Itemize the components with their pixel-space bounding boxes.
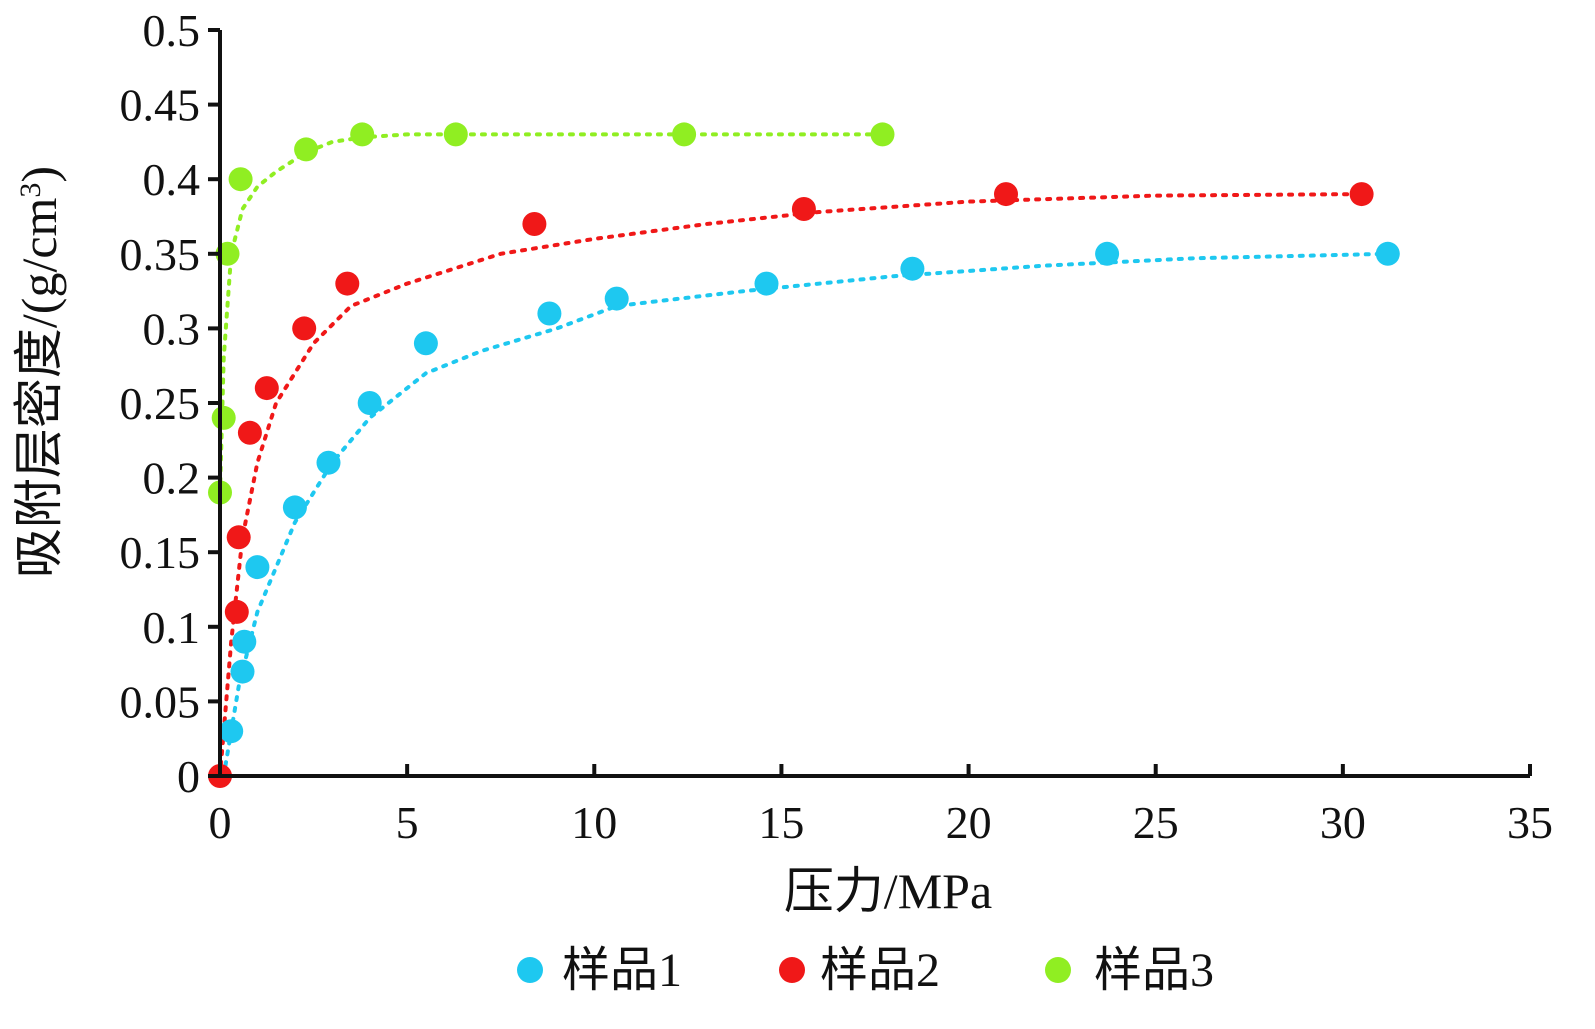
data-point-series-2: [335, 271, 360, 296]
x-ticks: 0 5 10 15 20 25 30 35: [209, 764, 1553, 848]
data-point-series-1: [230, 659, 255, 684]
legend-label-series-3: 样品3: [1094, 944, 1214, 997]
data-point-series-2: [226, 525, 251, 550]
y-axis-title-superscript: 3: [14, 183, 47, 198]
y-tick-label: 0.05: [120, 676, 201, 727]
data-point-series-3: [294, 137, 319, 162]
fit-curve-series-2: [218, 192, 1364, 778]
data-point-series-1: [754, 271, 779, 296]
x-tick-label: 30: [1320, 797, 1366, 848]
y-tick-label: 0.35: [120, 229, 201, 280]
data-point-series-1: [537, 301, 562, 326]
data-point-series-2: [237, 420, 262, 445]
legend-label-series-1: 样品1: [562, 944, 682, 997]
legend-marker-series-3: [1045, 957, 1071, 983]
data-point-series-1: [282, 495, 307, 520]
data-point-series-2: [791, 197, 816, 221]
y-tick-label: 0.15: [120, 527, 201, 578]
fit-curves: [218, 132, 1390, 778]
data-point-series-1: [1095, 241, 1120, 266]
y-tick-label: 0.45: [120, 80, 201, 131]
fit-curve-series-1: [221, 251, 1390, 778]
data-point-series-1: [413, 331, 438, 356]
y-tick-label: 0.1: [143, 602, 201, 653]
data-point-series-1: [245, 555, 270, 580]
data-point-series-3: [350, 122, 375, 147]
data-point-series-1: [357, 391, 382, 415]
y-tick-label: 0.4: [143, 154, 201, 205]
y-axis-title: 吸附层密度/(g/cm3): [11, 166, 67, 578]
data-point-series-1: [316, 450, 341, 475]
x-tick-label: 15: [758, 797, 804, 848]
data-point-series-2: [994, 182, 1018, 207]
data-point-series-3: [228, 167, 253, 192]
legend: 样品1 样品2 样品3: [517, 944, 1214, 997]
data-point-series-2: [224, 599, 249, 624]
data-point-series-3: [443, 122, 468, 147]
data-point-series-1: [232, 629, 257, 654]
y-tick-label: 0.3: [143, 303, 201, 354]
data-point-series-2: [522, 212, 547, 236]
x-tick-label: 25: [1133, 797, 1179, 848]
x-tick-label: 20: [946, 797, 992, 848]
x-tick-label: 0: [209, 797, 232, 848]
x-tick-label: 5: [396, 797, 419, 848]
data-point-series-2: [292, 316, 317, 341]
legend-marker-series-2: [779, 957, 805, 983]
y-tick-label: 0: [177, 751, 200, 802]
data-point-series-2: [1349, 182, 1374, 207]
data-points: [208, 122, 1400, 788]
x-axis-title: 压力/MPa: [784, 863, 992, 919]
y-ticks: 0 0.05 0.1 0.15 0.2 0.25 0.3 0.35 0.4 0.45 0.5: [120, 5, 220, 802]
data-point-series-2: [254, 376, 279, 401]
data-point-series-3: [211, 405, 236, 430]
y-tick-label: 0.5: [143, 5, 201, 56]
y-tick-label: 0.25: [120, 378, 201, 429]
data-point-series-1: [219, 719, 244, 744]
y-axis-title-end: ): [11, 166, 67, 183]
x-tick-label: 10: [571, 797, 617, 848]
data-point-series-3: [870, 122, 895, 147]
data-point-series-1: [1375, 241, 1400, 266]
data-point-series-1: [604, 286, 629, 311]
x-tick-label: 35: [1507, 797, 1553, 848]
axes: 0 5 10 15 20 25 30 35 0 0.05 0.1 0.15 0.2 0.25 0.3 0.3…: [120, 5, 1554, 848]
data-point-series-1: [900, 256, 925, 281]
legend-marker-series-1: [517, 957, 543, 983]
legend-label-series-2: 样品2: [820, 944, 940, 997]
y-tick-label: 0.2: [143, 453, 201, 504]
data-point-series-3: [672, 122, 697, 147]
y-axis-title-main: 吸附层密度/(g/cm: [11, 197, 67, 578]
